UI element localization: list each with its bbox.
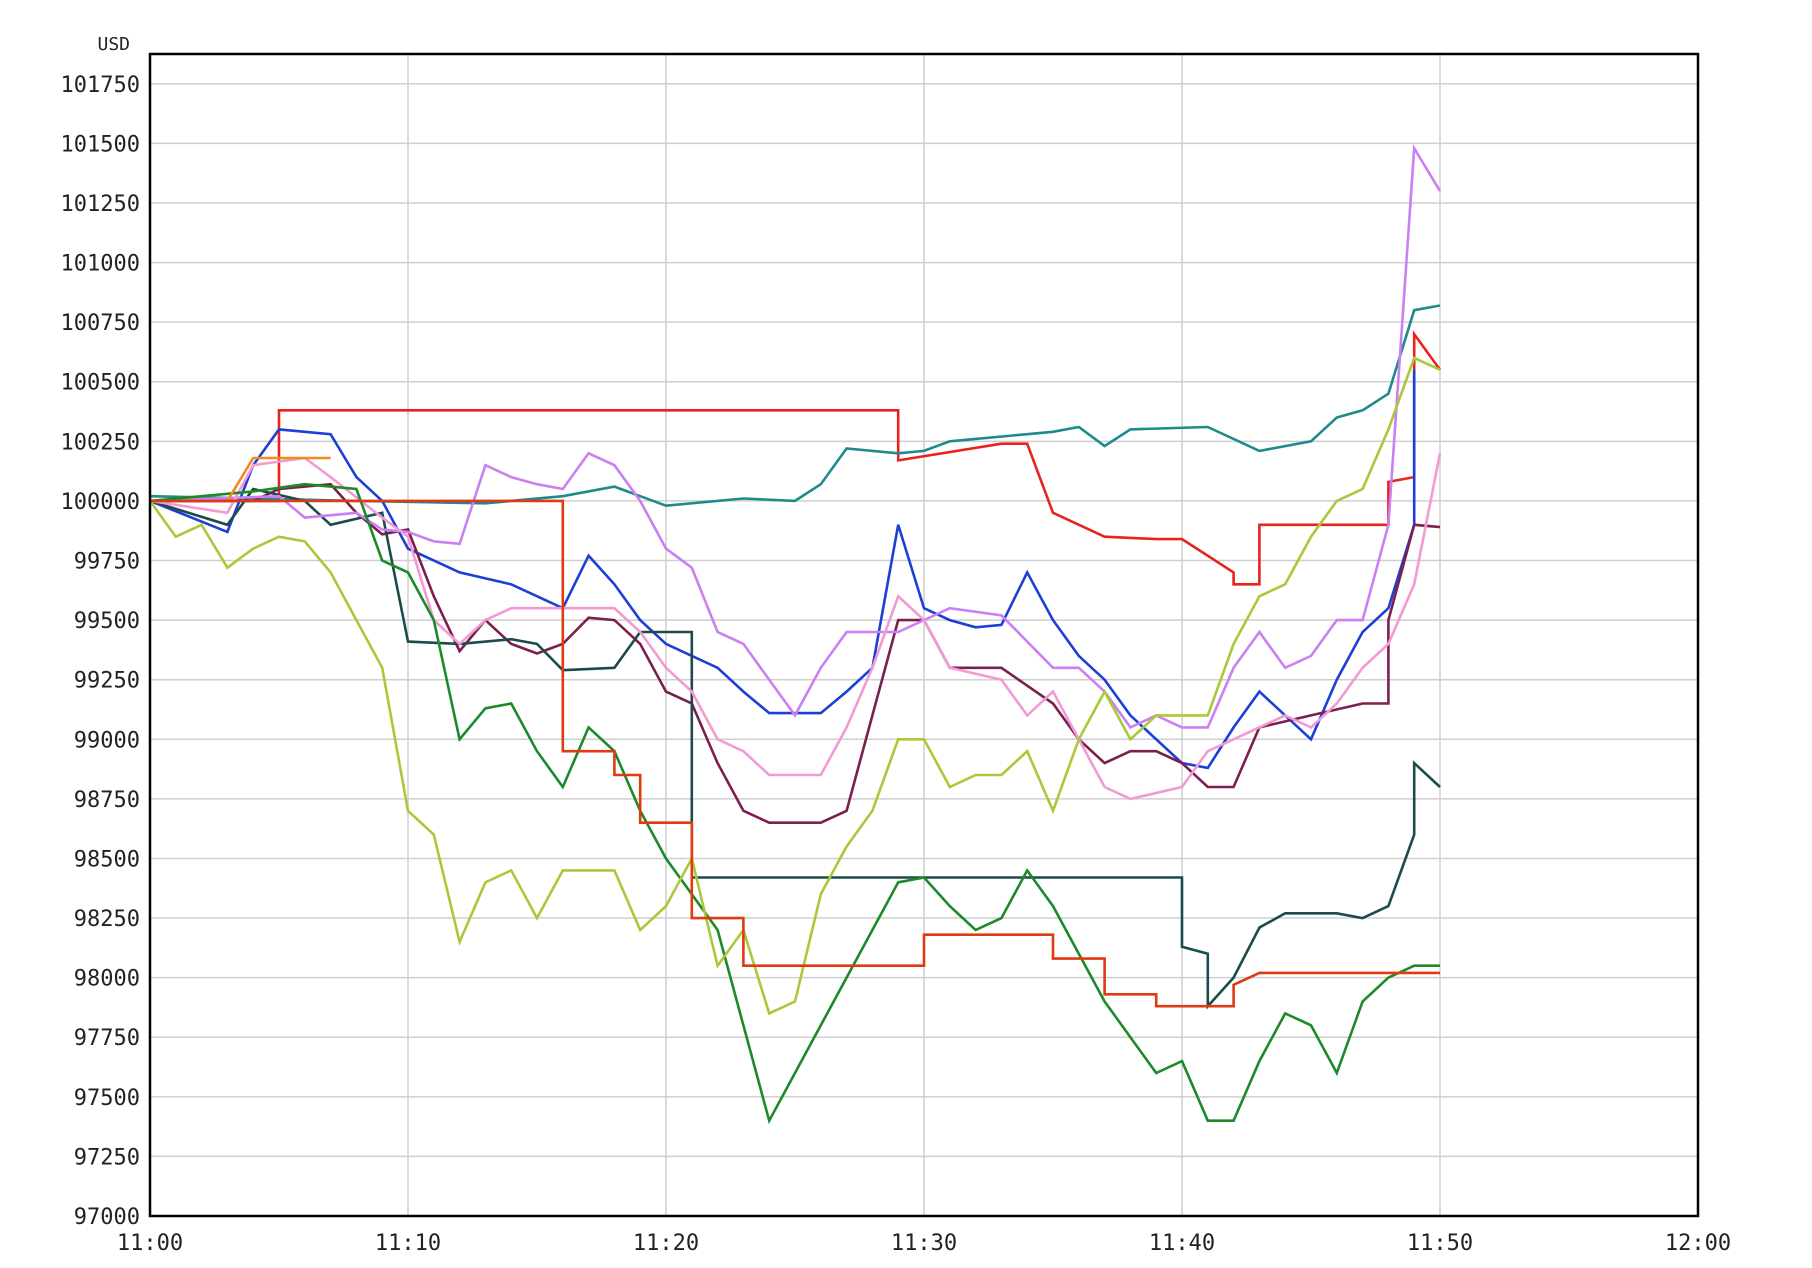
y-tick-label: 97750 (74, 1026, 140, 1051)
x-tick-label: 11:20 (633, 1231, 699, 1256)
series-line-5 (149, 487, 1441, 1010)
plot-frame (148, 52, 1700, 1218)
y-tick-label: 100750 (61, 311, 140, 336)
y-tick-label: 101000 (61, 252, 140, 277)
y-tick-label: 100250 (61, 430, 140, 455)
series-line-11 (150, 499, 1440, 1008)
y-tick-label: 101500 (61, 132, 140, 157)
y-tick-label: 99750 (74, 550, 140, 575)
x-tick-label: 12:00 (1665, 1231, 1731, 1256)
y-tick-label: 101250 (61, 192, 140, 217)
series-line-6 (149, 143, 1442, 730)
y-tick-label: 100500 (61, 371, 140, 396)
series-line-3 (149, 369, 1416, 770)
y-tick-label: 101750 (61, 73, 140, 98)
x-tick-label: 11:40 (1149, 1231, 1215, 1256)
y-tick-label: 99000 (74, 728, 140, 753)
x-tick-label: 11:10 (375, 1231, 441, 1256)
y-tick-label: 98250 (74, 907, 140, 932)
series-line-10 (226, 456, 331, 502)
y-axis-unit-label: USD (97, 34, 130, 55)
series-lines (148, 143, 1442, 1125)
series-line-8 (149, 482, 1440, 1125)
y-tick-label: 100000 (61, 490, 140, 515)
y-tick-label: 97500 (74, 1086, 140, 1111)
y-axis-ticks: 101750 101500 101250 101000 100750 100500 1002… (61, 73, 140, 1230)
series-line-4 (150, 482, 1441, 824)
series-line-1 (150, 330, 1442, 586)
y-tick-label: 97250 (74, 1145, 140, 1170)
series-line-9 (148, 356, 1441, 1016)
series-line-2 (149, 304, 1441, 508)
y-tick-label: 99250 (74, 669, 140, 694)
x-tick-label: 11:00 (117, 1231, 183, 1256)
x-tick-label: 11:50 (1407, 1231, 1473, 1256)
y-tick-label: 98750 (74, 788, 140, 813)
y-tick-label: 98500 (74, 847, 140, 872)
y-tick-label: 98000 (74, 967, 140, 992)
y-tick-label: 97000 (74, 1205, 140, 1230)
x-axis-ticks: 11:00 11:10 11:20 11:30 11:40 11:50 12:00 (117, 1231, 1731, 1256)
x-tick-label: 11:30 (891, 1231, 957, 1256)
series-line-7 (149, 453, 1442, 801)
y-tick-label: 99500 (74, 609, 140, 634)
grid-lines (149, 54, 1699, 1217)
